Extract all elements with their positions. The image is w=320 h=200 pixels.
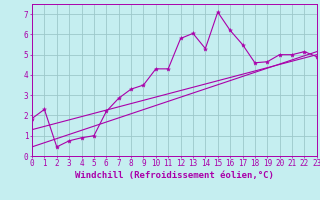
X-axis label: Windchill (Refroidissement éolien,°C): Windchill (Refroidissement éolien,°C) <box>75 171 274 180</box>
